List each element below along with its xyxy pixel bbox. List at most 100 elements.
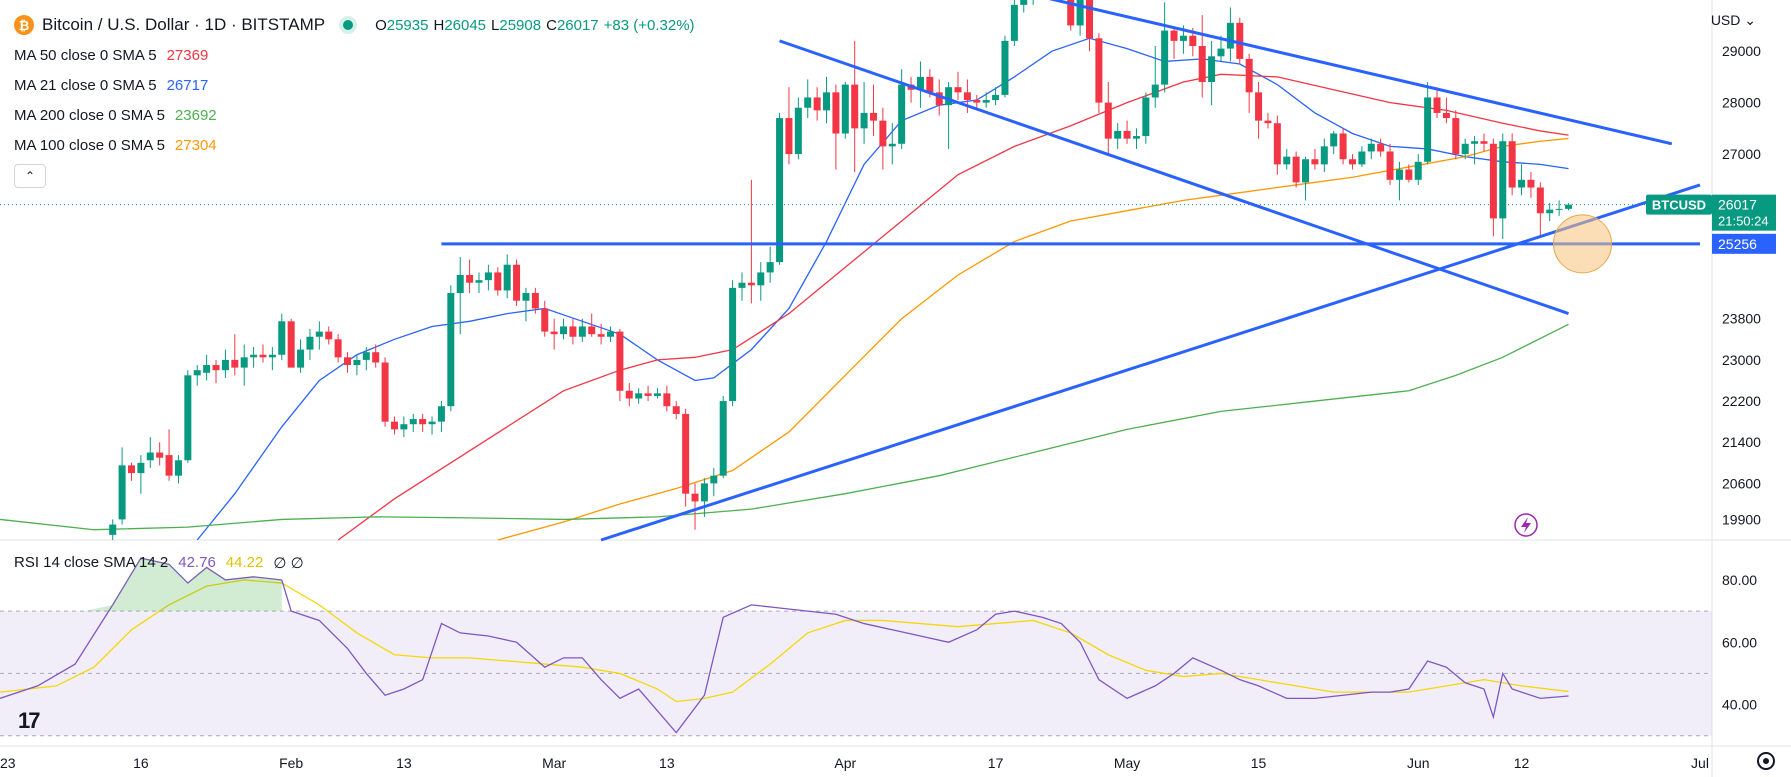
candle-body [1132,136,1140,139]
candle-body [1367,143,1375,152]
candle-body [700,483,708,502]
candle-body [550,331,558,335]
time-tick-label: 17 [988,755,1004,771]
candle-body [127,465,135,474]
candle-body [118,465,126,520]
candle-body [372,352,380,363]
candle-body [1480,141,1488,144]
indicator-row[interactable]: MA 50 close 0 SMA 5 27369 [14,40,695,70]
candle-body [1104,102,1112,139]
candle-body [888,143,896,147]
ohlc-label: H [433,16,445,34]
candle-body [1302,159,1310,183]
candle-body [1424,97,1432,162]
level-price-tag-bg [1712,233,1776,254]
candle-body [231,359,239,368]
ohlc-value: 25935 [386,16,429,34]
candle-body [1095,38,1103,103]
candle-body [851,84,859,129]
symbol-title[interactable]: Bitcoin / U.S. Dollar · 1D · BITSTAMP [42,15,326,34]
candle-body [1395,169,1403,180]
collapse-legend-button[interactable]: ⌃ [14,164,46,188]
candle-body [475,280,483,283]
candle-body [484,272,492,281]
market-status-icon[interactable] [343,20,354,30]
candle-body [719,401,727,476]
candle-body [334,339,342,358]
rsi-sma-value: 44.22 [225,554,264,571]
candle-body [691,493,699,502]
price-tick-label: 23000 [1722,352,1761,368]
indicator-row[interactable]: MA 21 close 0 SMA 5 26717 [14,70,695,100]
time-tick-label: 13 [396,755,412,771]
candle-body [597,334,605,337]
candle-body [1292,156,1300,183]
candle-body [1198,46,1206,83]
candle-body [456,275,464,294]
candle-body [400,424,408,430]
candle-body [1142,97,1150,137]
candle-body [494,272,502,291]
candle-body [757,272,765,286]
bitcoin-logo-icon: ₿ [14,15,34,35]
candle-body [1499,141,1507,219]
candle-body [635,393,643,399]
candle-body [1245,58,1253,93]
candle-body [738,282,746,288]
candle-body [1151,84,1159,98]
candle-body [203,365,211,373]
lightning-icon-bolt [1521,517,1531,533]
price-change: +83 (+0.32%) [603,16,695,34]
candle-body [653,393,661,396]
candle-body [1255,92,1263,121]
candle-body [109,524,117,535]
candle-body [428,421,436,425]
candle-body [879,120,887,147]
candle-body [325,331,333,340]
candle-body [663,393,671,407]
indicator-value: 23692 [174,106,217,124]
candle-body [606,331,614,337]
time-tick-label: 12 [1514,755,1530,771]
candle-body [419,419,427,425]
candle-body [1189,35,1197,47]
candle-body [1377,143,1385,152]
candle-body [522,293,530,301]
indicator-row[interactable]: MA 100 close 0 SMA 5 27304 [14,130,695,160]
candle-body [297,349,305,368]
candle-body [682,413,690,494]
candle-body [1358,151,1366,165]
candle-body [1546,209,1554,214]
candle-body [315,331,323,337]
price-tick-label: 29000 [1722,43,1761,59]
candle-body [1311,159,1319,165]
currency-selector[interactable]: USD ⌄ [1711,12,1756,29]
candle-body [992,94,1000,101]
candle-body [935,92,943,106]
candle-body [409,419,417,425]
chart-legend: ₿ Bitcoin / U.S. Dollar · 1D · BITSTAMP … [14,10,695,188]
indicator-label: MA 100 close 0 SMA 5 [14,136,165,154]
candle-body [916,76,924,90]
level-price-tag: 25256 [1718,236,1757,252]
rsi-label[interactable]: RSI 14 close SMA 14 2 [14,554,169,571]
indicator-value: 26717 [166,76,209,94]
indicator-value: 27369 [166,46,209,64]
candle-body [982,100,990,103]
candle-body [898,84,906,144]
settings-gear-icon[interactable] [1757,752,1775,770]
indicator-row[interactable]: MA 200 close 0 SMA 5 23692 [14,100,695,130]
rsi-value: 42.76 [178,554,216,571]
candle-body [1086,0,1094,39]
candle-body [578,326,586,337]
candle-body [1001,40,1009,95]
tradingview-logo-icon[interactable]: 17 [18,708,41,733]
candle-body [156,452,164,458]
candle-body [1264,120,1272,124]
candle-body [447,293,455,407]
candle-body [1405,169,1413,180]
candle-body [1433,97,1441,113]
candle-body [466,275,474,283]
